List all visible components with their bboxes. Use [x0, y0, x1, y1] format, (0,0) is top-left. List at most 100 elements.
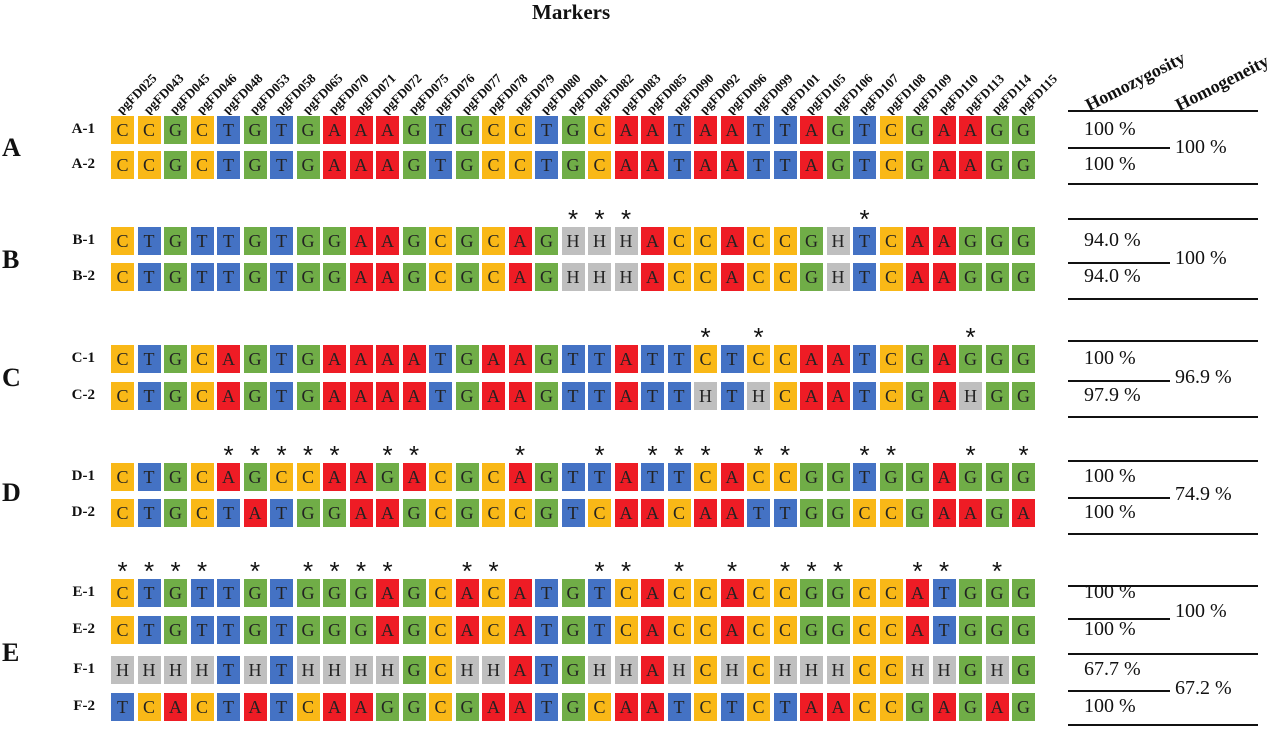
genotype-cell: G [560, 692, 586, 722]
genotype-cell: C [746, 462, 771, 492]
variable-marker-asterisk: * [408, 440, 420, 470]
genotype-cell: G [799, 615, 824, 645]
genotype-cell: T [666, 150, 692, 180]
genotype-cell: T [189, 226, 215, 256]
genotype-cell: G [1011, 381, 1036, 411]
genotype-cell: G [163, 615, 188, 645]
homozygosity-value: 97.9 % [1084, 384, 1141, 406]
genotype-cell: G [348, 615, 374, 645]
genotype-cell: A [719, 115, 745, 145]
genotype-cell: G [295, 344, 321, 374]
genotype-cell: C [481, 115, 506, 145]
genotype-cell: G [401, 578, 427, 608]
genotype-cell: A [799, 381, 824, 411]
genotype-cell: H [799, 655, 824, 685]
genotype-cell: G [401, 262, 427, 292]
genotype-cell: A [348, 498, 374, 528]
group-label: D [2, 478, 21, 507]
genotype-cell: T [428, 150, 453, 180]
homogeneity-header: Homogeneity [1172, 50, 1269, 115]
genotype-cell: T [269, 226, 294, 256]
genotype-cell: C [110, 150, 135, 180]
genotype-cell: T [666, 344, 692, 374]
sample-label: D-1 [71, 468, 95, 484]
genotype-cell: G [958, 262, 983, 292]
genotype-cell: G [295, 578, 321, 608]
variable-marker-asterisk: * [382, 440, 393, 470]
genotype-cell: G [322, 615, 347, 645]
variable-marker-asterisk: * [488, 556, 499, 586]
genotype-cell: C [136, 150, 162, 180]
table-rule [1068, 460, 1258, 462]
homozygosity-value: 94.0 % [1084, 265, 1141, 287]
genotype-cell: T [136, 578, 162, 608]
genotype-cell: H [746, 381, 771, 411]
genotype-cell: T [269, 344, 294, 374]
genotype-cell: G [1011, 262, 1036, 292]
genotype-cell: A [613, 115, 639, 145]
genotype-cell: A [507, 692, 533, 722]
genotype-cell: T [216, 655, 241, 685]
genotype-cell: C [189, 498, 215, 528]
sample-label: B-1 [72, 232, 96, 248]
genotype-cell: G [163, 578, 188, 608]
genotype-cell: C [878, 381, 904, 411]
figure-title: Markers [532, 0, 611, 24]
genotype-cell: G [984, 226, 1010, 256]
genotype-cell: A [401, 381, 427, 411]
genotype-cell: A [931, 381, 957, 411]
genotype-cell: H [958, 381, 983, 411]
genotype-cell: A [507, 462, 533, 492]
genotype-cell: C [746, 692, 771, 722]
genotype-cell: C [852, 692, 877, 722]
homozygosity-value: 100 % [1084, 501, 1136, 523]
variable-marker-asterisk: * [806, 556, 817, 586]
genotype-cell: T [587, 615, 612, 645]
genotype-cell: A [640, 150, 665, 180]
genotype-cell: A [931, 462, 957, 492]
genotype-cell: H [560, 262, 586, 292]
homozygosity-value: 94.0 % [1084, 229, 1141, 251]
genotype-cell: C [693, 615, 718, 645]
genotype-cell: G [242, 615, 268, 645]
genotype-cell: C [507, 498, 533, 528]
genotype-cell: A [719, 462, 745, 492]
genotype-cell: C [428, 615, 453, 645]
genotype-cell: T [216, 498, 241, 528]
genotype-cell: G [799, 462, 824, 492]
genotype-cell: G [401, 655, 427, 685]
genotype-cell: A [507, 655, 533, 685]
genotype-cell: A [322, 462, 347, 492]
genotype-cell: G [958, 578, 983, 608]
genotype-cell: C [878, 655, 904, 685]
genotype-cell: T [428, 344, 453, 374]
genotype-cell: A [507, 381, 533, 411]
variable-marker-asterisk: * [382, 556, 393, 586]
genotype-cell: G [905, 692, 930, 722]
genotype-cell: A [348, 462, 374, 492]
genotype-cell: T [772, 150, 798, 180]
genotype-cell: C [295, 462, 321, 492]
genotype-cell: C [110, 462, 135, 492]
genotype-cell: T [852, 381, 877, 411]
genotype-cell: C [428, 498, 453, 528]
genotype-cell: G [1011, 115, 1036, 145]
genotype-cell: G [560, 150, 586, 180]
genotype-cell: H [136, 655, 162, 685]
genotype-cell: G [799, 578, 824, 608]
homozygosity-value: 100 % [1084, 618, 1136, 640]
genotype-cell: C [746, 615, 771, 645]
genotype-cell: G [242, 462, 268, 492]
genotype-cell: G [401, 615, 427, 645]
genotype-cell: G [454, 692, 480, 722]
genotype-cell: C [481, 615, 506, 645]
genotype-cell: G [163, 226, 188, 256]
genotype-cell: A [1011, 498, 1036, 528]
genotype-cell: T [534, 655, 559, 685]
variable-marker-asterisk: * [170, 556, 181, 586]
variable-marker-asterisk: * [567, 204, 579, 234]
genotype-cell: T [189, 578, 215, 608]
genotype-cell: G [401, 115, 427, 145]
variable-marker-asterisk: * [117, 556, 128, 586]
genotype-cell: C [693, 344, 718, 374]
